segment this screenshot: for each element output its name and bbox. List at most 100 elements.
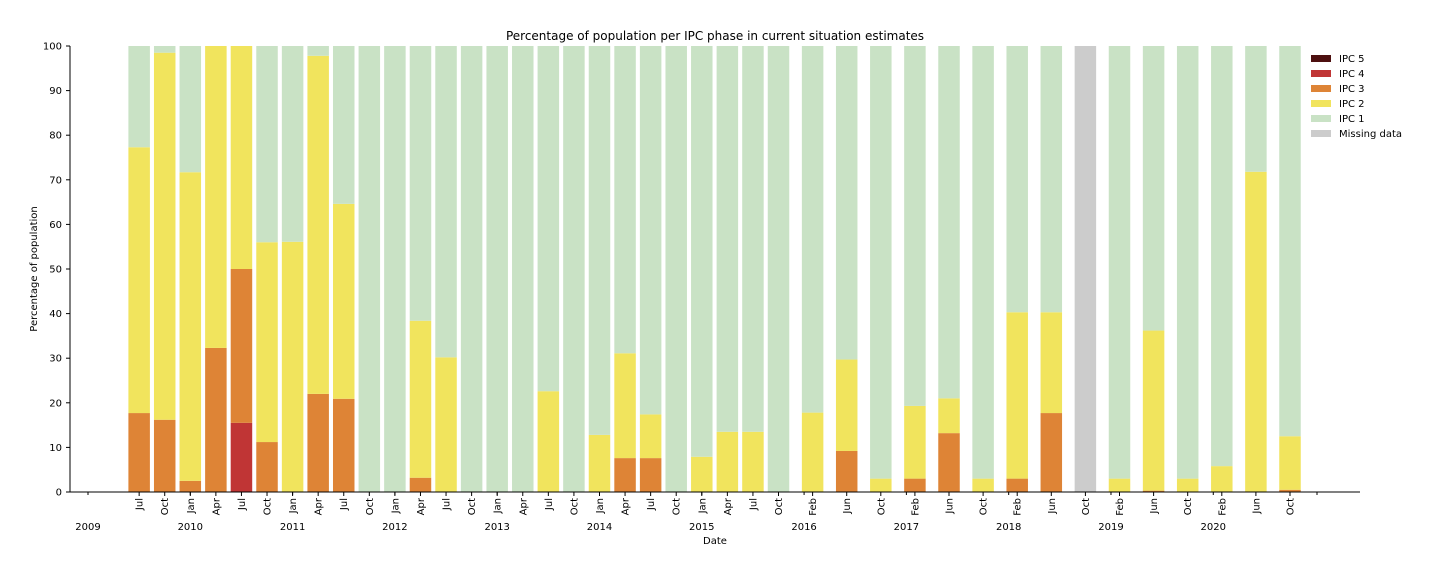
x-tick-label: Oct [263, 498, 274, 515]
bar-ipc-3-0 [128, 413, 150, 492]
bar-ipc-2-30 [938, 398, 960, 434]
bar-ipc-3-2 [179, 480, 202, 492]
bar-ipc-2-40 [1279, 436, 1301, 490]
bar-ipc-2-26 [801, 412, 824, 492]
bar-ipc-3-33 [1040, 413, 1063, 492]
bar-ipc-2-38 [1211, 466, 1233, 492]
bar-ipc-2-20 [639, 414, 662, 459]
bar-ipc-1-36 [1142, 46, 1165, 331]
legend-label-ipc-1: IPC 1 [1339, 114, 1365, 125]
y-tick-label: 90 [49, 86, 62, 97]
bar-ipc-3-19 [614, 458, 636, 492]
y-tick-label: 20 [49, 398, 62, 409]
y-tick-label: 60 [49, 220, 62, 231]
bar-ipc-1-33 [1040, 46, 1063, 313]
bar-ipc-2-0 [128, 147, 150, 414]
year-label: 2009 [75, 522, 100, 533]
year-label: 2010 [178, 522, 203, 533]
year-label: 2012 [382, 522, 407, 533]
legend-swatch-ipc-2 [1311, 100, 1331, 107]
bar-ipc-2-6 [281, 241, 304, 492]
legend: IPC 5 IPC 4 IPC 3 IPC 2 IPC 1 Missing data [1311, 54, 1402, 140]
axes-group: 0 10 20 30 40 50 60 70 80 90 100 Jul Oct Jan Apr Jul Oct… [43, 42, 1360, 533]
bar-ipc-1-2 [179, 46, 202, 173]
legend-label-ipc-3: IPC 3 [1339, 84, 1365, 95]
x-tick-label: Jul [442, 498, 453, 511]
bar-ipc-1-26 [801, 46, 824, 413]
bar-ipc-1-21 [665, 46, 687, 492]
x-tick-label: Apr [723, 497, 734, 515]
x-tick-label: Feb [1013, 498, 1024, 516]
bar-ipc-2-24 [742, 431, 764, 492]
x-tick-label: Feb [910, 498, 921, 516]
bar-ipc-2-5 [256, 242, 278, 443]
legend-label-missing-data: Missing data [1339, 129, 1402, 140]
bar-ipc-2-32 [1006, 312, 1028, 479]
year-label: 2016 [791, 522, 816, 533]
year-label: 2020 [1201, 522, 1226, 533]
bar-ipc-4-4 [230, 422, 253, 492]
bar-ipc-1-14 [486, 46, 508, 492]
y-tick-label: 10 [49, 443, 62, 454]
y-tick-label: 100 [43, 42, 62, 53]
legend-swatch-ipc-3 [1311, 85, 1331, 92]
bar-ipc-3-8 [332, 398, 355, 492]
bar-ipc-1-35 [1108, 46, 1131, 479]
y-tick-label: 70 [49, 175, 62, 186]
x-tick-label: Jan [288, 498, 299, 514]
bar-ipc-2-28 [870, 478, 892, 492]
bar-ipc-1-25 [767, 46, 790, 492]
bar-ipc-1-0 [128, 46, 150, 148]
bar-ipc-1-39 [1245, 46, 1267, 172]
bar-ipc-1-11 [409, 46, 432, 321]
bar-ipc-1-32 [1006, 46, 1028, 313]
x-tick-label: Jun [1149, 498, 1160, 515]
bar-ipc-1-5 [256, 46, 278, 243]
bar-ipc-2-7 [307, 55, 329, 394]
bar-ipc-2-22 [691, 456, 713, 492]
x-tick-label: Oct [1183, 498, 1194, 515]
bar-ipc-1-7 [307, 46, 329, 56]
y-tick-label: 80 [49, 131, 62, 142]
x-tick-label: Jan [595, 498, 606, 514]
x-tick-label: Jun [1251, 498, 1262, 515]
x-tick-label: Jul [237, 498, 248, 511]
bar-ipc-2-35 [1108, 478, 1131, 492]
bar-ipc-3-7 [307, 393, 329, 492]
y-tick-label: 40 [49, 309, 62, 320]
legend-label-ipc-2: IPC 2 [1339, 99, 1365, 110]
bars-group [128, 46, 1301, 492]
legend-label-ipc-4: IPC 4 [1339, 69, 1365, 80]
bar-ipc-1-9 [358, 46, 381, 492]
x-tick-label: Apr [621, 497, 632, 515]
bar-ipc-2-19 [614, 353, 636, 459]
bar-ipc-2-39 [1245, 171, 1267, 492]
x-tick-label: Oct [672, 498, 683, 515]
x-tick-label: Oct [160, 498, 171, 515]
x-tick-label: Feb [1115, 498, 1126, 516]
bar-ipc-2-16 [537, 391, 560, 492]
bar-ipc-3-1 [153, 419, 176, 492]
bar-ipc-2-8 [332, 203, 355, 399]
year-label: 2011 [280, 522, 305, 533]
x-tick-label: Jul [544, 498, 555, 511]
bar-ipc-2-4 [230, 46, 253, 269]
x-tick-label: Jul [748, 498, 759, 511]
bar-ipc-1-30 [938, 46, 960, 399]
bar-ipc-1-13 [460, 46, 483, 492]
bar-ipc-2-23 [716, 431, 739, 492]
x-tick-label: Oct [876, 498, 887, 515]
x-tick-label: Apr [518, 497, 529, 515]
x-tick-label: Oct [365, 498, 376, 515]
y-tick-label: 0 [56, 488, 62, 499]
bar-ipc-1-15 [512, 46, 534, 492]
bar-ipc-1-27 [835, 46, 858, 360]
bar-ipc-1-28 [870, 46, 892, 479]
legend-swatch-ipc-5 [1311, 55, 1331, 62]
x-tick-label: Apr [314, 497, 325, 515]
x-tick-label: Jun [1047, 498, 1058, 515]
x-tick-label: Oct [467, 498, 478, 515]
legend-label-ipc-5: IPC 5 [1339, 54, 1365, 65]
bar-ipc-2-27 [835, 359, 858, 451]
bar-ipc-3-32 [1006, 478, 1028, 492]
